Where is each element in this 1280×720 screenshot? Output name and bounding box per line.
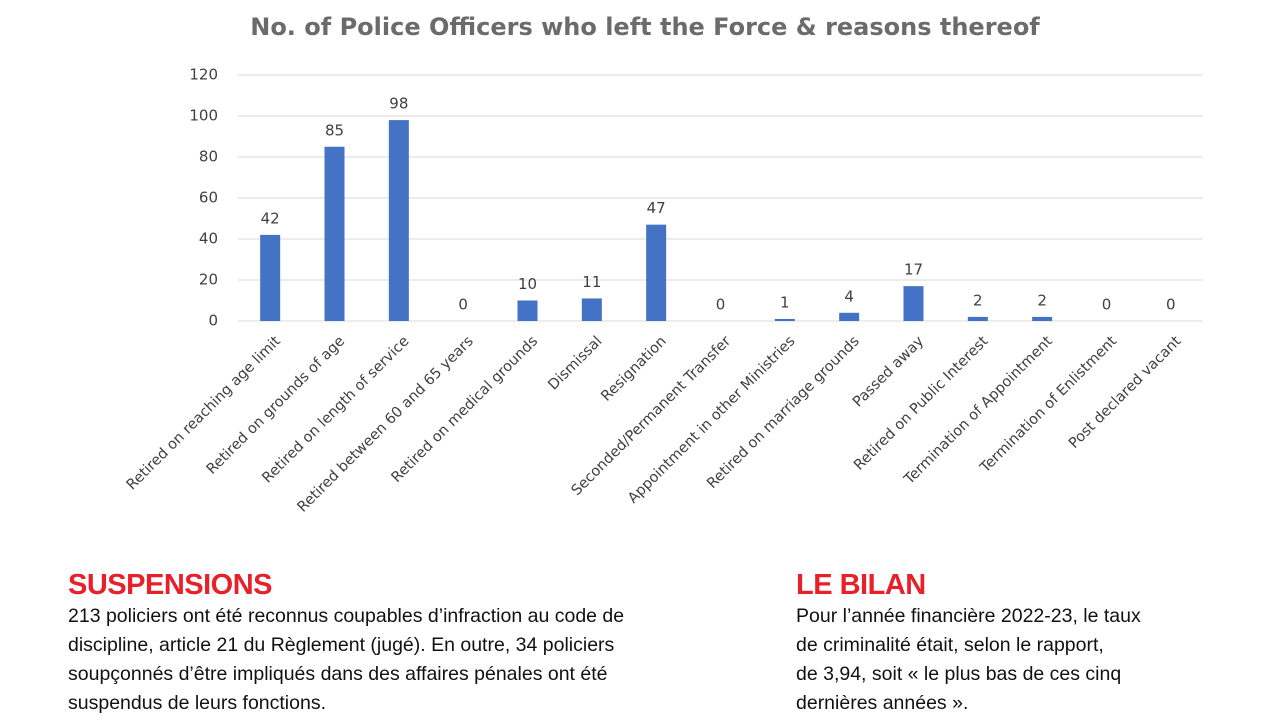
section: LE BILAN Pour l’année financière 2022-23… (796, 568, 1141, 718)
x-tick-label: Retired on grounds of age (204, 333, 348, 477)
text-line: Pour l’année financière 2022-23, le taux (796, 605, 1141, 627)
data-label: 42 (261, 209, 280, 227)
data-label: 10 (518, 275, 537, 293)
bar (517, 300, 538, 321)
chart-title: No. of Police Officers who left the Forc… (250, 13, 1040, 41)
bar (1032, 316, 1053, 321)
text-line: de criminalité était, selon le rapport, (796, 634, 1104, 656)
data-label: 11 (582, 273, 601, 291)
bar (581, 298, 602, 321)
data-label: 1 (780, 293, 790, 311)
data-label: 98 (389, 95, 408, 113)
x-tick-label: Resignation (598, 333, 669, 404)
x-tick-label: Retired on Public Interest (851, 333, 992, 474)
bar (260, 234, 281, 321)
data-label: 0 (716, 296, 726, 314)
bar (967, 316, 988, 321)
y-tick-label: 0 (208, 312, 218, 330)
section-body: 213 policiers ont été reconnus coupables… (68, 602, 624, 718)
data-label: 0 (458, 296, 468, 314)
bar (324, 146, 345, 321)
y-tick-label: 60 (199, 189, 218, 207)
x-tick-label: Termination of Enlistment (977, 333, 1121, 477)
text-line: discipline, article 21 du Règlement (jug… (68, 634, 615, 656)
y-tick-label: 40 (199, 230, 218, 248)
bar (839, 312, 860, 321)
text-line: soupçonnés d’être impliqués dans des aff… (68, 663, 608, 685)
section-body: Pour l’année financière 2022-23, le taux… (796, 602, 1141, 718)
data-label: 0 (1102, 296, 1112, 314)
y-tick-label: 120 (189, 66, 218, 84)
data-label: 85 (325, 121, 344, 139)
chart: No. of Police Officers who left the Forc… (124, 13, 1203, 516)
bar (388, 120, 409, 321)
section-heading: SUSPENSIONS (68, 569, 273, 601)
section-heading: LE BILAN (796, 569, 926, 601)
data-label: 17 (904, 261, 923, 279)
data-label: 0 (1166, 296, 1176, 314)
bar (646, 224, 667, 321)
data-label: 2 (1037, 291, 1047, 309)
bar (774, 318, 795, 321)
x-tick-label: Post declared vacant (1066, 333, 1185, 452)
y-tick-label: 100 (189, 107, 218, 125)
bar (903, 286, 924, 321)
section: SUSPENSIONS 213 policiers ont été reconn… (68, 568, 624, 718)
x-tick-label: Dismissal (545, 333, 605, 393)
text-line: suspendus de leurs fonctions. (68, 692, 326, 714)
data-label: 2 (973, 291, 983, 309)
y-tick-label: 80 (199, 148, 218, 166)
text-line: de 3,94, soit « le plus bas de ces cinq (796, 663, 1122, 685)
y-tick-label: 20 (199, 271, 218, 289)
text-line: dernières années ». (796, 692, 969, 714)
data-label: 4 (844, 287, 854, 305)
data-label: 47 (647, 199, 666, 217)
text-line: 213 policiers ont été reconnus coupables… (68, 605, 625, 627)
